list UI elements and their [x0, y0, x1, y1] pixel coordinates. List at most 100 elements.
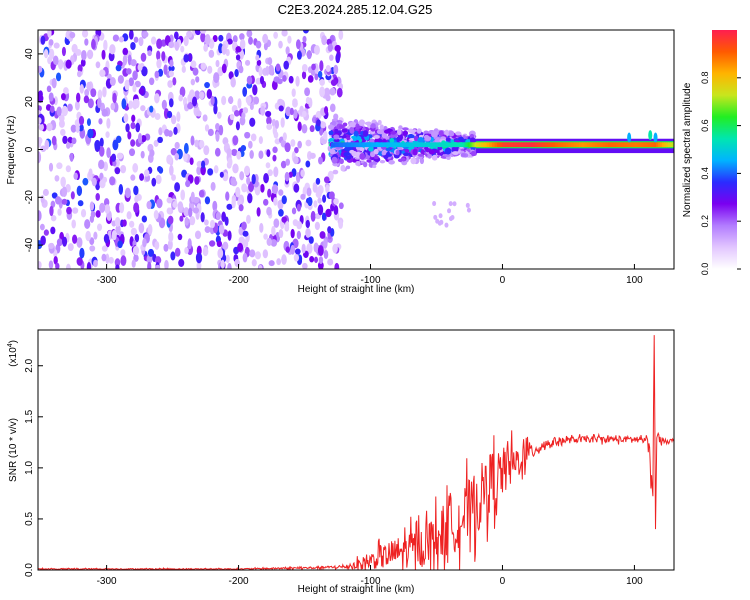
- spectrogram-cell: [177, 233, 183, 241]
- spectrogram-cell: [251, 174, 256, 185]
- spectrogram-cell: [199, 91, 205, 100]
- spectrogram-cell: [653, 132, 658, 143]
- spectrogram-cell: [50, 226, 56, 235]
- snr-x-tick-label: 100: [626, 576, 643, 587]
- spectrogram-cell: [470, 137, 476, 144]
- spectrogram-cell: [266, 116, 272, 125]
- spectrogram-ridge-segment: [386, 142, 393, 148]
- spectrogram-cell: [204, 196, 211, 205]
- spectrogram-cell: [334, 44, 341, 52]
- spectrogram-cell: [444, 129, 450, 137]
- spectrogram-cell: [407, 134, 415, 139]
- spectrogram-cell: [156, 50, 161, 61]
- spectrogram-cell: [189, 157, 194, 166]
- spectrogram-cell: [42, 188, 49, 197]
- spectrogram-cell: [431, 131, 438, 138]
- spectrogram-cell: [112, 139, 119, 151]
- spectrogram-cell: [202, 246, 209, 257]
- spectrogram-cell: [141, 134, 147, 143]
- spectrogram-ridge-segment: [584, 142, 588, 148]
- spectrogram-cell: [318, 256, 324, 265]
- spectrogram-ridge-segment: [468, 142, 471, 148]
- spectrogram-cell: [276, 258, 282, 266]
- spectrogram-cell: [178, 258, 185, 267]
- spectrogram-cell: [204, 81, 210, 89]
- spectrogram-cell: [356, 136, 362, 141]
- spectrogram-cell: [200, 32, 206, 43]
- spectrogram-cell: [281, 195, 287, 205]
- spectrogram-cell: [379, 159, 386, 164]
- spectrogram-cell: [315, 110, 322, 120]
- spectrogram-cell: [325, 208, 332, 218]
- spectrogram-cell: [124, 187, 131, 199]
- spectrogram-cell: [38, 94, 44, 103]
- spectrogram-cell: [134, 195, 139, 203]
- spectrogram-cell: [75, 92, 81, 103]
- spectrogram-cell: [240, 145, 247, 152]
- spectrogram-cell: [147, 50, 152, 57]
- spectrogram-cell: [319, 231, 326, 239]
- spectrogram-cell: [235, 54, 241, 61]
- spectrogram-cell: [238, 204, 244, 212]
- spectrogram-cell: [270, 239, 278, 247]
- spectrogram-cell: [133, 36, 139, 43]
- spectrogram-cell: [355, 160, 361, 166]
- spectrogram-ridge-segment: [664, 142, 668, 148]
- spectrogram-ridge-segment: [634, 142, 638, 148]
- spectrogram-cell: [174, 153, 180, 161]
- spectrogram-cell: [212, 200, 218, 212]
- spectrogram-cell: [84, 89, 90, 97]
- spectrogram-cell: [217, 111, 222, 119]
- spectrogram-cell: [153, 210, 159, 220]
- spectrogram-cell: [190, 78, 196, 86]
- spectrogram-cell: [194, 230, 202, 240]
- spectrogram-cell: [323, 176, 330, 184]
- spectrogram-cell: [57, 208, 62, 216]
- spectrogram-cell: [218, 34, 224, 42]
- spectrogram-cell: [183, 142, 189, 154]
- spectrogram-ridge-segment: [483, 142, 488, 148]
- spectrogram-cell: [126, 211, 132, 220]
- spectrogram-cell: [93, 259, 98, 268]
- spectrogram-cell: [314, 221, 320, 231]
- spectrogram-cell: [124, 79, 130, 91]
- spectrogram-cell: [338, 30, 344, 41]
- spectrogram-cell: [263, 42, 268, 51]
- spectrogram-cell: [132, 245, 140, 256]
- spectrogram-cell: [83, 95, 90, 104]
- spectrogram-cell: [271, 80, 278, 91]
- spectrogram-ridge-segment: [636, 142, 640, 148]
- spectrogram-cell: [185, 180, 191, 188]
- spectrogram-cell: [89, 215, 95, 223]
- spectrogram-cell: [99, 179, 106, 189]
- spectrogram-cell: [208, 240, 216, 247]
- spectrogram-cell: [108, 256, 114, 264]
- spectrogram-ridge-segment: [626, 142, 631, 148]
- spectrogram-ridge-segment: [473, 142, 476, 148]
- spectrogram-cell: [212, 35, 218, 42]
- spectrogram-cell: [128, 30, 134, 40]
- spectrogram-cell: [226, 38, 233, 45]
- spectrogram-cell: [96, 223, 103, 232]
- spectrogram-cell: [69, 31, 76, 39]
- spectrogram-cell: [321, 35, 328, 46]
- spectrogram-cell: [47, 30, 52, 38]
- spectrogram-cell: [249, 150, 254, 159]
- spectrogram-cell: [277, 98, 284, 106]
- spectrogram-cell: [316, 119, 321, 127]
- spectrogram-cell: [431, 154, 438, 161]
- spectrogram-cell: [139, 173, 145, 181]
- spectrogram-cell: [115, 264, 120, 269]
- spectrogram-cell: [221, 63, 227, 74]
- spectrogram-ridge-segment: [381, 142, 388, 148]
- spectrogram-cell: [190, 60, 197, 69]
- spectrogram-ridge-segment: [354, 142, 360, 148]
- spectrogram-cell: [77, 200, 84, 207]
- spectrogram-cell: [215, 123, 220, 131]
- spectrogram-cell: [435, 149, 440, 154]
- spectrogram-cell: [40, 35, 46, 45]
- spectrogram-cell: [294, 248, 301, 255]
- spectrogram-cell: [295, 39, 301, 50]
- spectrogram-cell: [305, 219, 310, 229]
- colorbar-tick-label: 0.8: [700, 72, 710, 85]
